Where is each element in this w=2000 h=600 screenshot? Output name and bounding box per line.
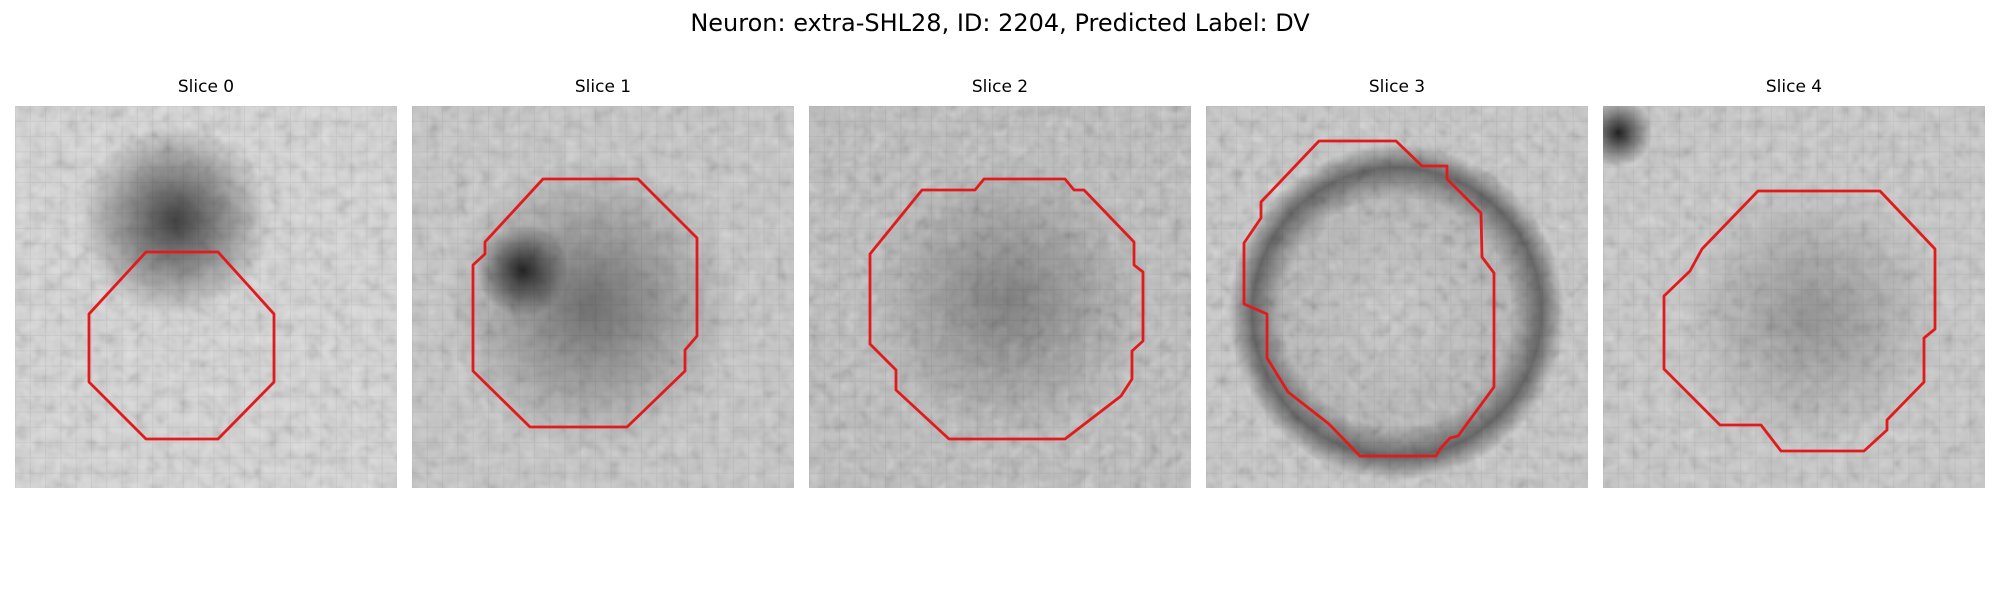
figure-title: Neuron: extra-SHL28, ID: 2204, Predicted… [0, 8, 2000, 38]
slice-panel-1: Slice 1 [412, 106, 794, 488]
slice-title-4: Slice 4 [1603, 76, 1985, 98]
slice-panel-4: Slice 4 [1603, 106, 1985, 488]
slice-title-0: Slice 0 [15, 76, 397, 98]
slice-panel-2: Slice 2 [809, 106, 1191, 488]
slice-image-1 [412, 106, 794, 488]
slice-panel-3: Slice 3 [1206, 106, 1588, 488]
slice-title-1: Slice 1 [412, 76, 794, 98]
slice-title-3: Slice 3 [1206, 76, 1588, 98]
slice-image-0 [15, 106, 397, 488]
slice-panel-0: Slice 0 [15, 106, 397, 488]
slice-image-4 [1603, 106, 1985, 488]
slice-image-2 [809, 106, 1191, 488]
slice-image-3 [1206, 106, 1588, 488]
slice-title-2: Slice 2 [809, 76, 1191, 98]
